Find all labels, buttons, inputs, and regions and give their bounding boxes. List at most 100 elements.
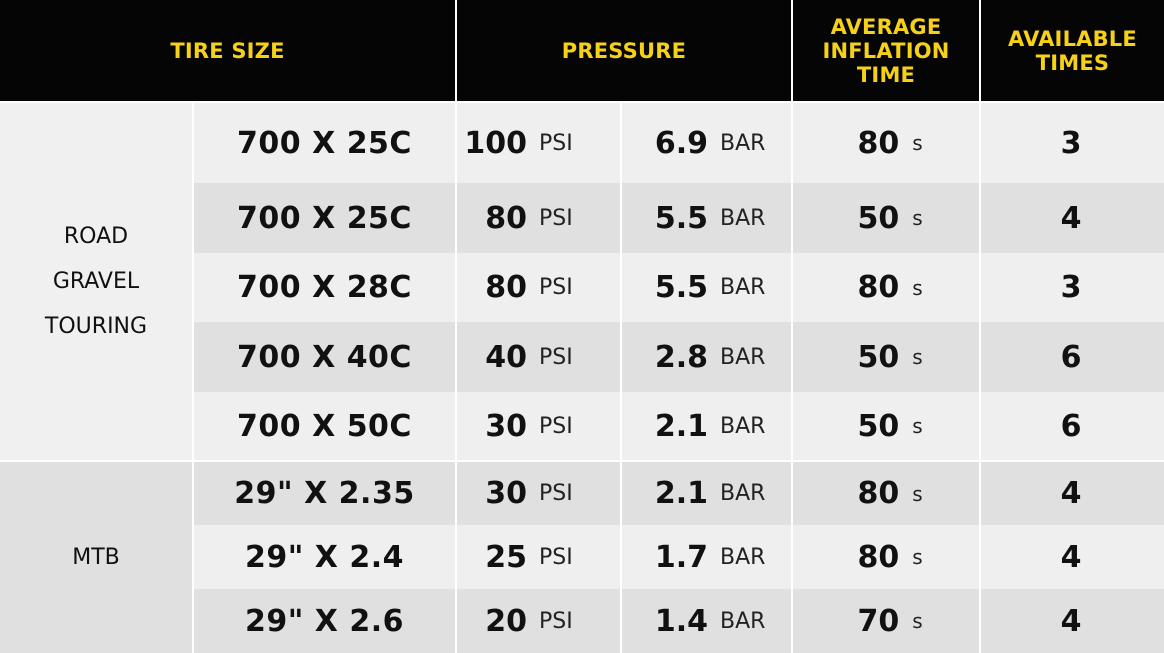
row-3-time-unit: s [912,345,923,369]
row-7-psi-unit: PSI [539,608,573,634]
row-5-psi-value: 30 [485,476,527,511]
row-1-bar: 5.5 BAR [622,183,791,253]
category-mtb-label: MTB [72,545,120,570]
row-5-inflation-time: 80 s [793,462,979,525]
row-7-psi: 20 PSI [457,589,620,653]
header-tire-size: TIRE SIZE [0,0,455,101]
row-6-bar-value: 1.7 [654,539,708,575]
row-5-available-times: 4 [981,462,1164,525]
row-4-psi: 30 PSI [457,392,620,460]
row-2-available-times: 3 [981,253,1164,322]
header-available-times: AVAILABLE TIMES [981,0,1164,101]
row-6-time-unit: s [912,545,923,569]
row-6-psi: 25 PSI [457,525,620,589]
row-0-inflation-time: 80 s [793,103,979,183]
row-6-bar-unit: BAR [720,544,766,570]
category-road: ROAD [63,224,129,249]
row-6-tire-size: 29" X 2.4 [194,525,455,589]
row-7-time-unit: s [912,609,923,633]
row-7-inflation-time: 70 s [793,589,979,653]
row-1-psi: 80 PSI [457,183,620,253]
row-3-tire-size-value: 700 X 40C [237,339,412,375]
row-3-time-value: 50 [857,339,900,375]
category-gravel: GRAVEL [52,269,140,294]
row-7-bar: 1.4 BAR [622,589,791,653]
row-4-time-unit: s [912,414,923,438]
row-2-time-value: 80 [857,270,900,305]
row-1-psi-unit: PSI [539,205,573,231]
category-mtb: MTB [0,462,192,653]
row-5-times-value: 4 [1060,476,1082,511]
row-0-psi: 100 PSI [457,103,620,183]
row-4-bar-unit: BAR [720,413,766,439]
row-6-available-times: 4 [981,525,1164,589]
row-7-tire-size: 29" X 2.6 [194,589,455,653]
row-7-times-value: 4 [1060,603,1082,639]
row-3-tire-size: 700 X 40C [194,322,455,392]
row-5-tire-size: 29" X 2.35 [194,462,455,525]
header-pressure: PRESSURE [457,0,791,101]
row-2-bar-value: 5.5 [654,270,708,305]
row-5-time-value: 80 [857,476,900,511]
row-7-available-times: 4 [981,589,1164,653]
row-1-time-value: 50 [857,200,900,236]
row-1-times-value: 4 [1060,200,1082,236]
row-4-psi-unit: PSI [539,413,573,439]
row-7-bar-unit: BAR [720,608,766,634]
row-4-inflation-time: 50 s [793,392,979,460]
row-0-bar-unit: BAR [720,130,766,156]
row-3-bar: 2.8 BAR [622,322,791,392]
row-0-psi-unit: PSI [539,130,573,156]
row-7-time-value: 70 [857,603,900,639]
header-average-inflation-time: AVERAGE INFLATION TIME [793,0,979,101]
row-4-psi-value: 30 [485,408,527,444]
row-5-psi-unit: PSI [539,481,573,506]
row-0-time-unit: s [912,131,923,155]
row-0-tire-size: 700 X 25C [194,103,455,183]
row-3-bar-value: 2.8 [654,339,708,375]
row-0-bar-value: 6.9 [654,125,708,161]
row-2-times-value: 3 [1060,270,1082,305]
row-2-psi-unit: PSI [539,275,573,300]
row-1-available-times: 4 [981,183,1164,253]
row-5-bar-unit: BAR [720,481,766,506]
row-3-times-value: 6 [1060,339,1082,375]
row-4-bar: 2.1 BAR [622,392,791,460]
row-6-inflation-time: 80 s [793,525,979,589]
row-4-tire-size-value: 700 X 50C [237,408,412,444]
row-2-psi: 80 PSI [457,253,620,322]
row-2-bar: 5.5 BAR [622,253,791,322]
row-0-time-value: 80 [857,125,900,161]
row-1-time-unit: s [912,206,923,230]
row-6-tire-size-value: 29" X 2.4 [244,539,405,575]
row-4-times-value: 6 [1060,408,1082,444]
row-2-bar-unit: BAR [720,275,766,300]
row-1-psi-value: 80 [485,200,527,236]
row-6-psi-value: 25 [485,539,527,575]
row-5-bar-value: 2.1 [654,476,708,511]
row-6-time-value: 80 [857,539,900,575]
header-available-line-1: AVAILABLE [1008,26,1137,51]
row-5-time-unit: s [912,481,923,506]
row-1-tire-size-value: 700 X 25C [237,200,412,236]
row-7-bar-value: 1.4 [654,603,708,639]
header-inflation-line-3: TIME [856,62,916,87]
row-1-bar-value: 5.5 [654,200,708,236]
row-3-bar-unit: BAR [720,344,766,370]
header-inflation-line-2: INFLATION [822,38,950,63]
row-4-bar-value: 2.1 [654,408,708,444]
row-7-psi-value: 20 [485,603,527,639]
row-7-tire-size-value: 29" X 2.6 [244,603,405,639]
row-0-times-value: 3 [1060,125,1082,161]
row-3-psi-value: 40 [485,339,527,375]
row-6-psi-unit: PSI [539,544,573,570]
row-2-tire-size: 700 X 28C [194,253,455,322]
row-2-time-unit: s [912,275,923,300]
row-2-inflation-time: 80 s [793,253,979,322]
row-4-available-times: 6 [981,392,1164,460]
row-3-psi-unit: PSI [539,344,573,370]
row-3-inflation-time: 50 s [793,322,979,392]
row-5-tire-size-value: 29" X 2.35 [234,476,415,511]
header-tire-size-label: TIRE SIZE [170,38,285,63]
